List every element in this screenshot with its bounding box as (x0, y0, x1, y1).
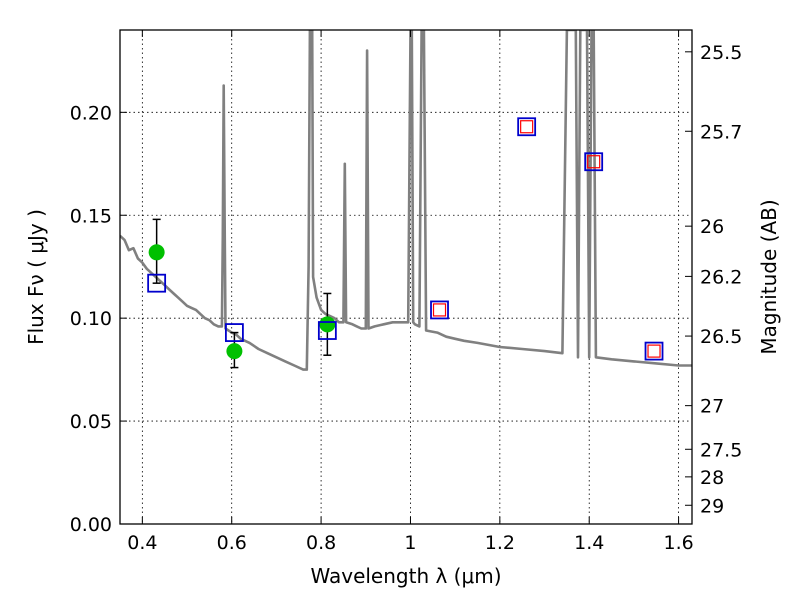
y-tick-label: 0.10 (70, 308, 112, 330)
ticks-layer: 0.4 0.6 0.8 1 1.2 1.4 1.6 0.00 0.05 0.10 0.15 0.20 2… (70, 30, 742, 554)
x-axis-title: Wavelength λ (μm) (310, 564, 501, 588)
spectrum-layer (120, 30, 692, 371)
y2-tick-label: 28 (700, 467, 724, 489)
x-tick-label: 0.8 (306, 532, 336, 554)
x-tick-label: 0.6 (217, 532, 247, 554)
y2-tick-label: 27 (700, 396, 724, 418)
model-flux-box (224, 323, 244, 342)
model-spectrum-line (120, 30, 692, 371)
model-flux-box (584, 152, 604, 172)
y-tick-label: 0.20 (70, 102, 112, 124)
y2-tick-label: 25.5 (700, 42, 742, 64)
model-flux-box (147, 273, 167, 293)
x-tick-label: 1.2 (485, 532, 515, 554)
x-tick-label: 0.4 (127, 532, 157, 554)
y-axis-title: Flux Fν ( μJy ) (24, 209, 48, 345)
model-flux-box (317, 321, 337, 340)
y-tick-label: 0.05 (70, 411, 112, 433)
observed-flux-point (319, 316, 336, 333)
y-tick-label: 0.15 (70, 205, 112, 227)
y2-axis-title: Magnitude (AB) (757, 199, 781, 354)
model-flux-inner-box (520, 120, 534, 134)
model-flux-inner-box (587, 155, 601, 169)
y2-tick-label: 25.7 (700, 121, 742, 143)
model-flux-inner-box (432, 303, 447, 317)
y2-tick-label: 27.5 (700, 439, 742, 461)
grid-lines (120, 30, 692, 525)
y2-tick-label: 26 (700, 216, 724, 238)
model-flux-box (517, 117, 537, 137)
x-tick-label: 1 (404, 532, 416, 554)
plot-frame (119, 29, 693, 525)
x-tick-label: 1.6 (663, 532, 693, 554)
y2-tick-label: 29 (700, 495, 724, 517)
model-flux-box (430, 300, 449, 320)
observed-flux-point (148, 244, 165, 261)
observed-flux-point (226, 343, 243, 360)
photometry-layer (147, 117, 664, 369)
model-flux-inner-box (647, 344, 661, 358)
x-tick-label: 1.4 (574, 532, 604, 554)
y2-tick-label: 26.2 (700, 266, 742, 288)
y2-tick-label: 26.5 (700, 326, 742, 348)
y-tick-label: 0.00 (70, 514, 112, 536)
model-flux-box (644, 341, 664, 361)
